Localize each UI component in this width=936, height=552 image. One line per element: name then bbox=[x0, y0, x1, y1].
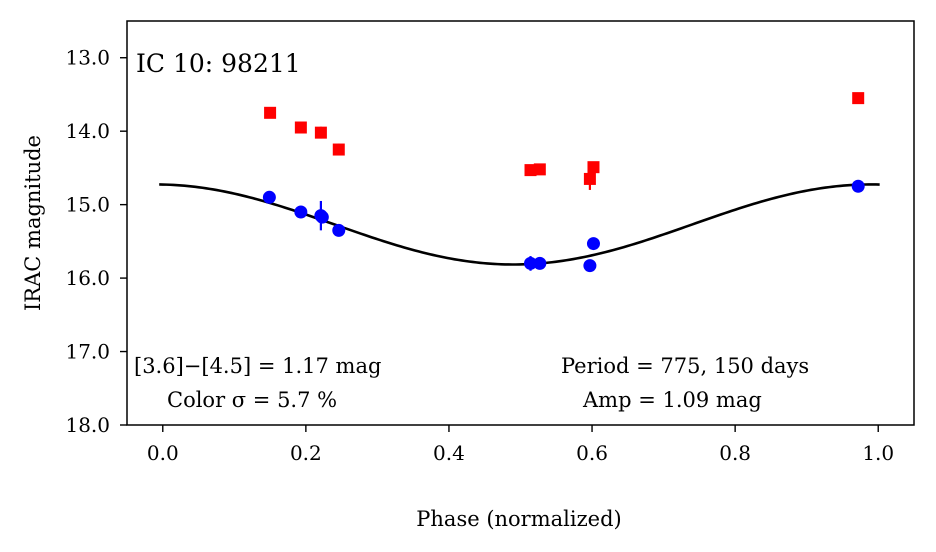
y-axis-label: IRAC magnitude bbox=[21, 135, 45, 311]
x-tick-label: 0.8 bbox=[719, 441, 751, 465]
y-tick-label: 14.0 bbox=[65, 119, 110, 143]
data-point-square bbox=[264, 106, 277, 119]
data-point-square bbox=[294, 121, 307, 134]
y-tick-label: 18.0 bbox=[65, 413, 110, 437]
data-marks bbox=[159, 92, 880, 273]
data-point-circle bbox=[262, 190, 276, 204]
data-point-circle bbox=[851, 179, 865, 193]
y-tick-label: 17.0 bbox=[65, 340, 110, 364]
data-point-square bbox=[332, 143, 345, 156]
annotation-period: Period = 775, 150 days bbox=[561, 354, 809, 378]
data-point-square bbox=[852, 92, 865, 105]
data-point-circle bbox=[315, 210, 329, 224]
plot-frame bbox=[126, 20, 915, 426]
y-tick-label: 16.0 bbox=[65, 266, 110, 290]
x-tick-label: 0.6 bbox=[576, 441, 608, 465]
x-axis-label: Phase (normalized) bbox=[416, 507, 621, 531]
data-point-circle bbox=[533, 256, 547, 270]
chart-title: IC 10: 98211 bbox=[136, 49, 301, 78]
data-point-square bbox=[314, 126, 327, 139]
annotation-sigma: Color σ = 5.7 % bbox=[167, 388, 337, 412]
fit-curve bbox=[159, 183, 880, 266]
data-point-square bbox=[524, 164, 537, 177]
data-point-circle bbox=[524, 256, 538, 270]
annotation-color: [3.6]−[4.5] = 1.17 mag bbox=[134, 354, 381, 378]
data-point-circle bbox=[332, 223, 346, 237]
x-tick-label: 0.0 bbox=[147, 441, 179, 465]
data-point-square bbox=[583, 172, 596, 185]
x-tick-label: 0.2 bbox=[290, 441, 322, 465]
data-point-square bbox=[533, 163, 546, 176]
data-point-square bbox=[587, 161, 600, 174]
axis-ticks: 0.0 0.2 0.4 0.6 0.8 1.0 13.0 14.0 15.0 16.0 17.0 18… bbox=[65, 46, 894, 465]
data-point-circle bbox=[583, 259, 597, 273]
data-point-circle bbox=[294, 205, 308, 219]
y-tick-label: 13.0 bbox=[65, 46, 110, 70]
x-tick-label: 1.0 bbox=[862, 441, 894, 465]
annotation-amp: Amp = 1.09 mag bbox=[582, 388, 762, 412]
data-point-circle bbox=[586, 237, 600, 251]
x-tick-label: 0.4 bbox=[433, 441, 465, 465]
y-tick-label: 15.0 bbox=[65, 193, 110, 217]
